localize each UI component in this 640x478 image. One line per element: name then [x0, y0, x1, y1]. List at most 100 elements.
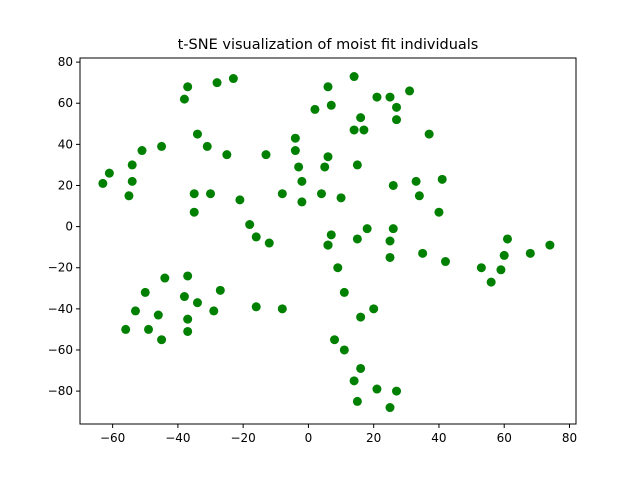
scatter-point: [476, 263, 486, 273]
scatter-point: [385, 236, 395, 246]
scatter-point: [153, 310, 163, 320]
scatter-point: [385, 92, 395, 102]
scatter-point: [179, 94, 189, 104]
scatter-point: [297, 197, 307, 207]
chart-title: t-SNE visualization of moist fit individ…: [178, 37, 479, 53]
scatter-point: [228, 74, 238, 84]
scatter-point: [235, 195, 245, 205]
y-tick-label: −60: [48, 343, 73, 357]
scatter-point: [392, 115, 402, 125]
scatter-point: [496, 265, 506, 275]
scatter-point: [261, 150, 271, 160]
scatter-point: [215, 285, 225, 295]
scatter-point: [124, 191, 134, 201]
scatter-point: [336, 193, 346, 203]
scatter-point: [127, 160, 137, 170]
scatter-point: [437, 174, 447, 184]
scatter-point: [392, 386, 402, 396]
scatter-point: [486, 277, 496, 287]
scatter-point: [290, 133, 300, 143]
scatter-point: [192, 129, 202, 139]
scatter-point: [356, 363, 366, 373]
scatter-point: [330, 335, 340, 345]
scatter-point: [104, 168, 114, 178]
scatter-point: [189, 189, 199, 199]
scatter-point: [372, 92, 382, 102]
scatter-point: [323, 82, 333, 92]
x-tick-label: 20: [366, 431, 381, 445]
scatter-point: [362, 224, 372, 234]
y-tick-label: −80: [48, 384, 73, 398]
scatter-point: [388, 180, 398, 190]
scatter-point: [405, 86, 415, 96]
y-tick-label: −40: [48, 302, 73, 316]
scatter-point: [352, 396, 362, 406]
scatter-point: [183, 314, 193, 324]
scatter-point: [339, 345, 349, 355]
scatter-point: [349, 72, 359, 82]
scatter-point: [121, 324, 131, 334]
scatter-point: [277, 304, 287, 314]
y-axis-ticks: −80 −60 −40 −20 0 20 40 60 80: [48, 55, 80, 398]
x-tick-label: −40: [165, 431, 190, 445]
scatter-point: [251, 232, 261, 242]
scatter-point: [183, 82, 193, 92]
y-tick-label: 80: [58, 55, 73, 69]
scatter-point: [356, 312, 366, 322]
scatter-point: [206, 189, 216, 199]
scatter-point: [183, 326, 193, 336]
scatter-point: [339, 287, 349, 297]
scatter-point: [294, 162, 304, 172]
scatter-point: [140, 287, 150, 297]
scatter-point: [434, 207, 444, 217]
scatter-point: [349, 125, 359, 135]
scatter-point: [440, 257, 450, 267]
x-axis-ticks: −60 −40 −20 0 20 40 60 80: [100, 424, 577, 445]
scatter-point: [356, 113, 366, 123]
y-tick-label: 0: [65, 220, 73, 234]
scatter-point: [349, 376, 359, 386]
scatter-point: [127, 176, 137, 186]
scatter-point: [192, 298, 202, 308]
scatter-point: [137, 146, 147, 156]
x-tick-label: 60: [497, 431, 512, 445]
scatter-point: [352, 160, 362, 170]
scatter-point: [326, 100, 336, 110]
scatter-point: [245, 220, 255, 230]
y-tick-label: 20: [58, 178, 73, 192]
y-tick-label: −20: [48, 261, 73, 275]
x-tick-label: −60: [100, 431, 125, 445]
scatter-point: [98, 178, 108, 188]
scatter-point: [502, 234, 512, 244]
scatter-point: [212, 78, 222, 88]
scatter-point: [209, 306, 219, 316]
scatter-point: [277, 189, 287, 199]
scatter-point: [372, 384, 382, 394]
scatter-point: [320, 162, 330, 172]
scatter-point: [157, 141, 167, 151]
y-tick-label: 60: [58, 96, 73, 110]
scatter-point: [414, 191, 424, 201]
scatter-point: [183, 271, 193, 281]
scatter-point: [359, 125, 369, 135]
scatter-point: [333, 263, 343, 273]
x-tick-label: −20: [230, 431, 255, 445]
scatter-point: [297, 176, 307, 186]
scatter-point: [411, 176, 421, 186]
scatter-point: [157, 335, 167, 345]
scatter-point: [352, 234, 362, 244]
scatter-point: [326, 230, 336, 240]
scatter-point: [130, 306, 140, 316]
scatter-point: [310, 104, 320, 114]
scatter-point: [388, 224, 398, 234]
scatter-point: [290, 146, 300, 156]
scatter-point: [392, 102, 402, 112]
scatter-point: [499, 250, 509, 260]
scatter-point: [264, 238, 274, 248]
scatter-point: [316, 189, 326, 199]
scatter-point: [251, 302, 261, 312]
scatter-point: [202, 141, 212, 151]
scatter-point: [424, 129, 434, 139]
